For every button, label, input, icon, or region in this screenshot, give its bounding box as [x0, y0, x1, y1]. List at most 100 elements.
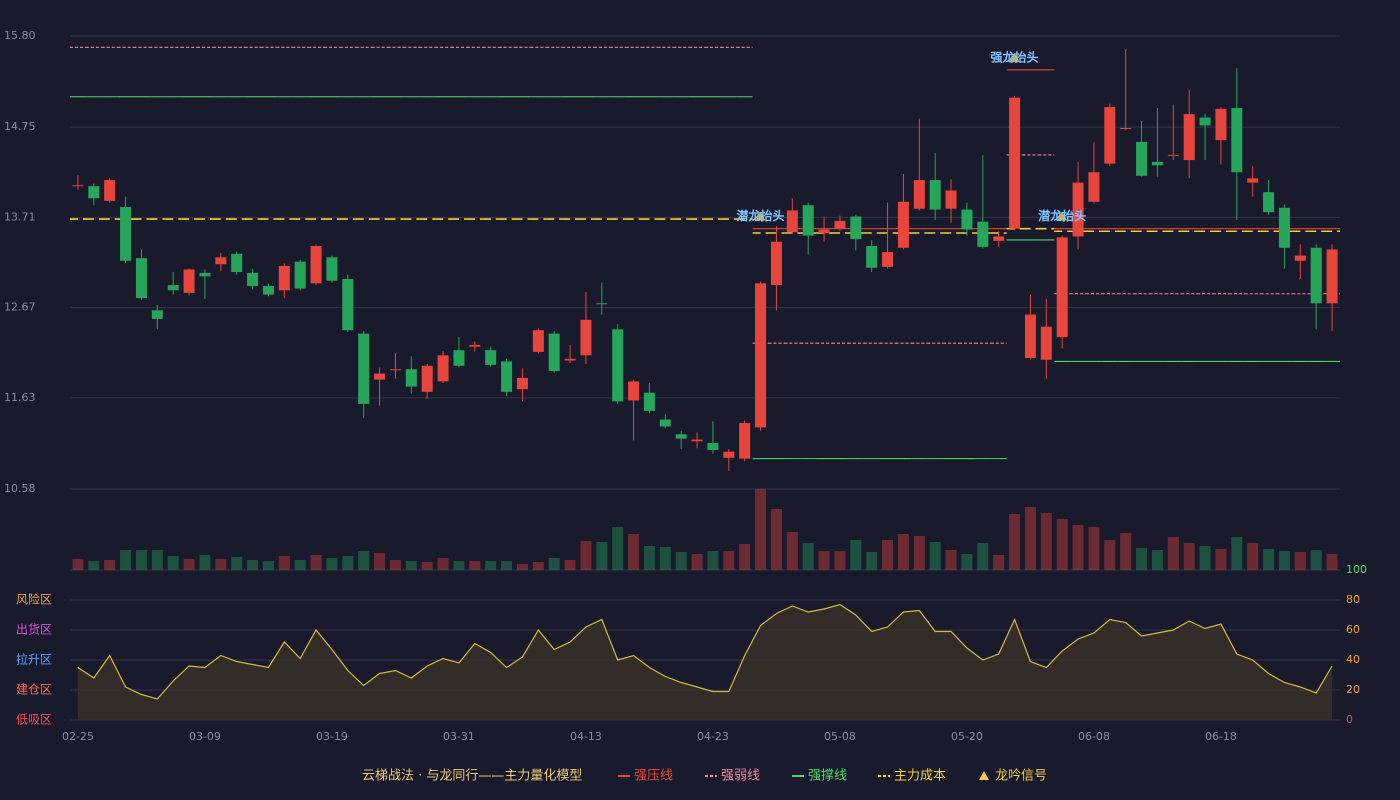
- candle-body: [659, 419, 671, 427]
- volume-bar: [437, 558, 449, 570]
- y2-tick-label: 20: [1346, 683, 1360, 696]
- y-tick-label: 13.71: [4, 210, 36, 223]
- volume-bar: [1294, 552, 1306, 570]
- candle-body: [628, 381, 640, 401]
- volume-bar: [1040, 513, 1052, 570]
- candle-body: [675, 434, 687, 439]
- candle-body: [1056, 237, 1068, 338]
- volume-bar: [358, 551, 370, 570]
- candle-body: [1215, 108, 1227, 141]
- candle-body: [1326, 249, 1338, 304]
- candle-body: [1088, 172, 1100, 202]
- candle-body: [786, 210, 798, 233]
- volume-bar: [1231, 537, 1243, 570]
- volume-bar: [421, 562, 433, 570]
- candle-body: [1199, 117, 1211, 126]
- volume-bar: [374, 553, 386, 570]
- candle-body: [1120, 127, 1132, 129]
- candle-body: [501, 361, 513, 392]
- candle-body: [564, 358, 576, 361]
- volume-bar: [167, 556, 179, 570]
- candle-body: [977, 221, 989, 247]
- volume-bar: [802, 543, 814, 570]
- volume-bar: [929, 542, 941, 570]
- volume-bar: [1183, 543, 1195, 570]
- volume-bar: [151, 550, 163, 570]
- candle-body: [294, 261, 306, 289]
- candle-body: [1151, 161, 1163, 166]
- volume-bar: [199, 555, 211, 570]
- volume-bar: [262, 561, 274, 570]
- volume-bar: [1104, 540, 1116, 570]
- candle-body: [1167, 154, 1179, 156]
- candle-body: [389, 369, 401, 371]
- volume-bar: [405, 561, 417, 570]
- volume-bar: [247, 560, 259, 570]
- legend-label: 龙吟信号: [995, 768, 1047, 784]
- zone-label: 建仓区: [16, 683, 52, 697]
- candle-body: [421, 365, 433, 392]
- volume-bar: [342, 556, 354, 570]
- candle-body: [405, 369, 417, 387]
- x-tick-label: 06-18: [1205, 730, 1237, 743]
- zone-label: 拉升区: [16, 652, 52, 667]
- volume-bar: [850, 540, 862, 570]
- candle-body: [1278, 207, 1290, 248]
- y2-tick-label: 80: [1346, 593, 1360, 606]
- volume-bar: [1056, 519, 1068, 570]
- candle-body: [72, 185, 84, 187]
- x-tick-label: 04-13: [570, 730, 602, 743]
- candle-body: [247, 272, 259, 286]
- candle-body: [278, 265, 290, 291]
- indicator-area: [77, 604, 1333, 720]
- candle-body: [532, 330, 544, 352]
- legend-label: 强撑线: [808, 769, 847, 784]
- candle-body: [945, 190, 957, 209]
- volume-bar: [755, 489, 767, 570]
- candle-body: [866, 246, 878, 268]
- volume-bar: [532, 562, 544, 570]
- volume-bar: [1263, 549, 1275, 570]
- candle-body: [167, 285, 179, 291]
- volume-bar: [548, 558, 560, 570]
- y2-tick-label: 100: [1346, 563, 1367, 576]
- volume-bar: [1215, 549, 1227, 570]
- zone-label: 出货区: [16, 622, 52, 637]
- zone-label: 风险区: [16, 592, 52, 607]
- candle-body: [453, 350, 465, 366]
- candle-body: [437, 355, 449, 382]
- signal-marker: [1057, 211, 1068, 221]
- zone-label: 低吸区: [16, 713, 52, 727]
- volume-bar: [659, 547, 671, 570]
- x-tick-label: 03-31: [443, 730, 475, 743]
- volume-bar: [993, 555, 1005, 570]
- volume-bar: [135, 550, 147, 570]
- volume-bar: [88, 561, 100, 570]
- volume-bar: [104, 560, 116, 570]
- volume-bar: [564, 560, 576, 570]
- candle-body: [1247, 178, 1259, 183]
- candle-body: [1136, 141, 1148, 176]
- volume-bar: [1167, 537, 1179, 570]
- candle-body: [374, 373, 386, 380]
- volume-bar: [1088, 527, 1100, 570]
- candle-body: [739, 423, 751, 459]
- x-tick-label: 03-09: [189, 730, 221, 743]
- candle-body: [1104, 107, 1116, 164]
- legend-label: 强压线: [634, 769, 673, 784]
- candle-body: [104, 180, 116, 201]
- y-tick-label: 12.67: [4, 301, 36, 314]
- candle-body: [707, 443, 719, 450]
- candle-body: [596, 303, 608, 305]
- volume-bar: [501, 561, 513, 570]
- volume-bar: [612, 527, 624, 570]
- volume-bar: [469, 561, 481, 570]
- volume-bar: [977, 543, 989, 570]
- candle-body: [882, 252, 894, 267]
- candle-body: [1310, 247, 1322, 304]
- candle-body: [120, 206, 132, 261]
- volume-bar: [1072, 525, 1084, 570]
- volume-bar: [516, 564, 528, 570]
- volume-bar: [231, 557, 243, 570]
- candle-body: [516, 377, 528, 390]
